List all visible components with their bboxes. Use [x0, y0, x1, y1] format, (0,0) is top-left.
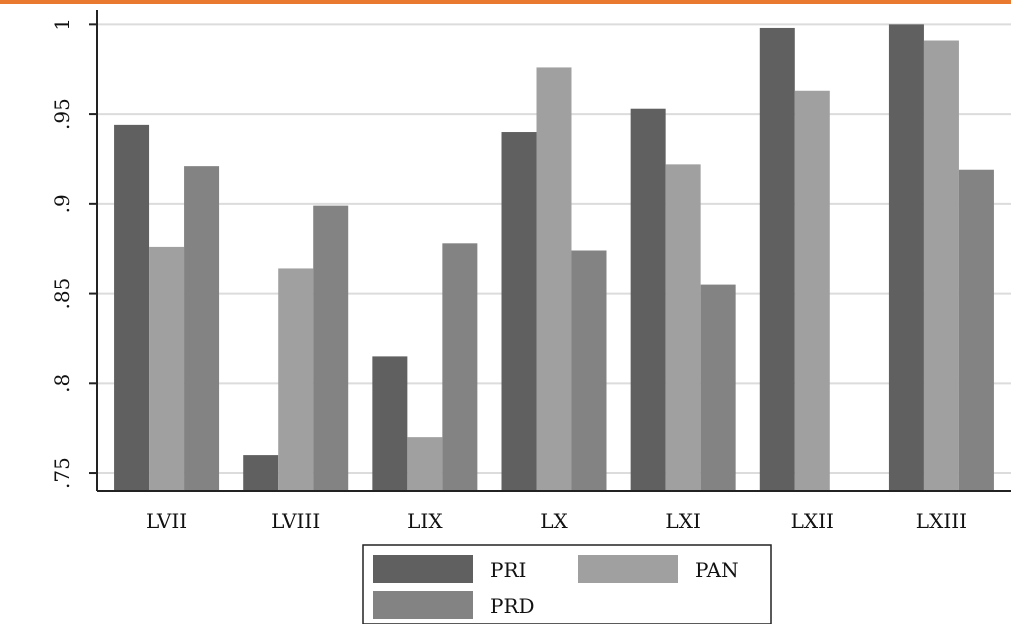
bar-prd-lxiii	[958, 169, 994, 491]
x-tick-label-lix: LIX	[407, 509, 443, 533]
x-tick-label-lxiii: LXIII	[916, 509, 967, 533]
legend-label-pan: PAN	[695, 558, 739, 582]
x-tick-label-lviii: LVIII	[271, 509, 320, 533]
bar-pan-lix	[407, 437, 443, 491]
bar-prd-lviii	[313, 205, 349, 491]
bar-pan-lx	[536, 67, 572, 492]
x-tick-label-lx: LX	[540, 509, 568, 533]
bar-pri-lxiii	[888, 24, 924, 491]
y-tick-label-0: .75	[50, 457, 74, 489]
y-tick-label-5: 1	[50, 18, 74, 31]
bar-pri-lxi	[630, 108, 666, 492]
x-axis-labels: LVII LVIII LIX LX LXI LXII LXIII	[146, 509, 967, 533]
x-tick-label-lxi: LXI	[665, 509, 700, 533]
grid-lines	[97, 23, 1011, 475]
bar-pan-lxi	[665, 164, 701, 491]
bars	[114, 24, 994, 492]
bar-pri-lvii	[114, 124, 150, 492]
bar-prd-lx	[571, 250, 607, 491]
bar-pan-lviii	[278, 268, 314, 491]
x-tick-label-lxii: LXII	[791, 509, 834, 533]
bar-prd-lxi	[700, 284, 736, 491]
bar-pan-lxiii	[923, 40, 959, 491]
bar-pan-lvii	[149, 246, 185, 491]
legend-swatch-pan	[578, 555, 678, 583]
bar-pri-lviii	[243, 455, 279, 491]
y-tick-label-1: .8	[50, 374, 74, 393]
bar-prd-lix	[442, 243, 478, 491]
bar-prd-lvii	[184, 166, 220, 492]
legend-swatch-prd	[373, 591, 473, 619]
y-tick-label-4: .95	[50, 98, 74, 130]
bar-pri-lxii	[759, 27, 795, 492]
legend-label-prd: PRD	[490, 594, 535, 618]
bar-pri-lx	[501, 132, 537, 491]
bar-pri-lix	[372, 356, 408, 491]
legend: PRI PAN PRD	[362, 544, 772, 624]
y-tick-label-3: .9	[50, 194, 74, 213]
legend-label-pri: PRI	[490, 558, 526, 582]
legend-swatch-pri	[373, 555, 473, 583]
bar-pan-lxii	[794, 90, 830, 491]
y-tick-label-2: .85	[50, 278, 74, 310]
x-tick-label-lvii: LVII	[146, 509, 187, 533]
top-accent-bar	[0, 0, 1011, 4]
y-axis-ticks: .75 .8 .85 .9 .95 1	[50, 18, 97, 489]
